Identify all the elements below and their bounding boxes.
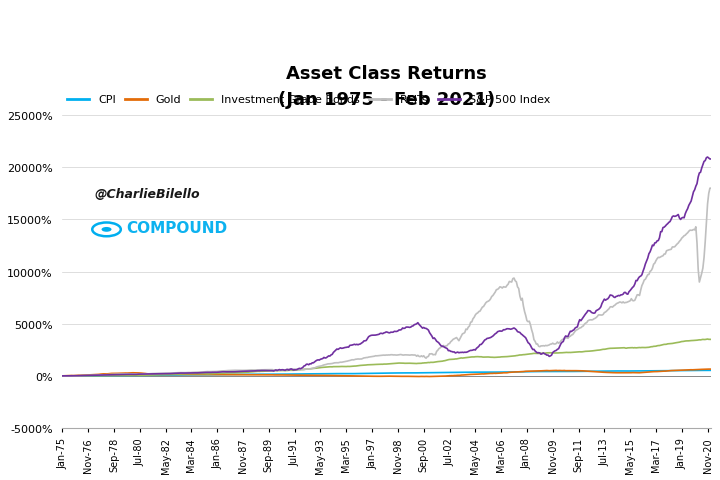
Title: Asset Class Returns
(Jan 1975 - Feb 2021): Asset Class Returns (Jan 1975 - Feb 2021… bbox=[278, 64, 495, 109]
Circle shape bbox=[102, 228, 112, 232]
Text: COMPOUND: COMPOUND bbox=[126, 220, 227, 235]
Legend: CPI, Gold, Investment Grade Bonds, REITs, S&P 500 Index: CPI, Gold, Investment Grade Bonds, REITs… bbox=[63, 91, 554, 110]
Text: @CharlieBilello: @CharlieBilello bbox=[95, 187, 200, 200]
